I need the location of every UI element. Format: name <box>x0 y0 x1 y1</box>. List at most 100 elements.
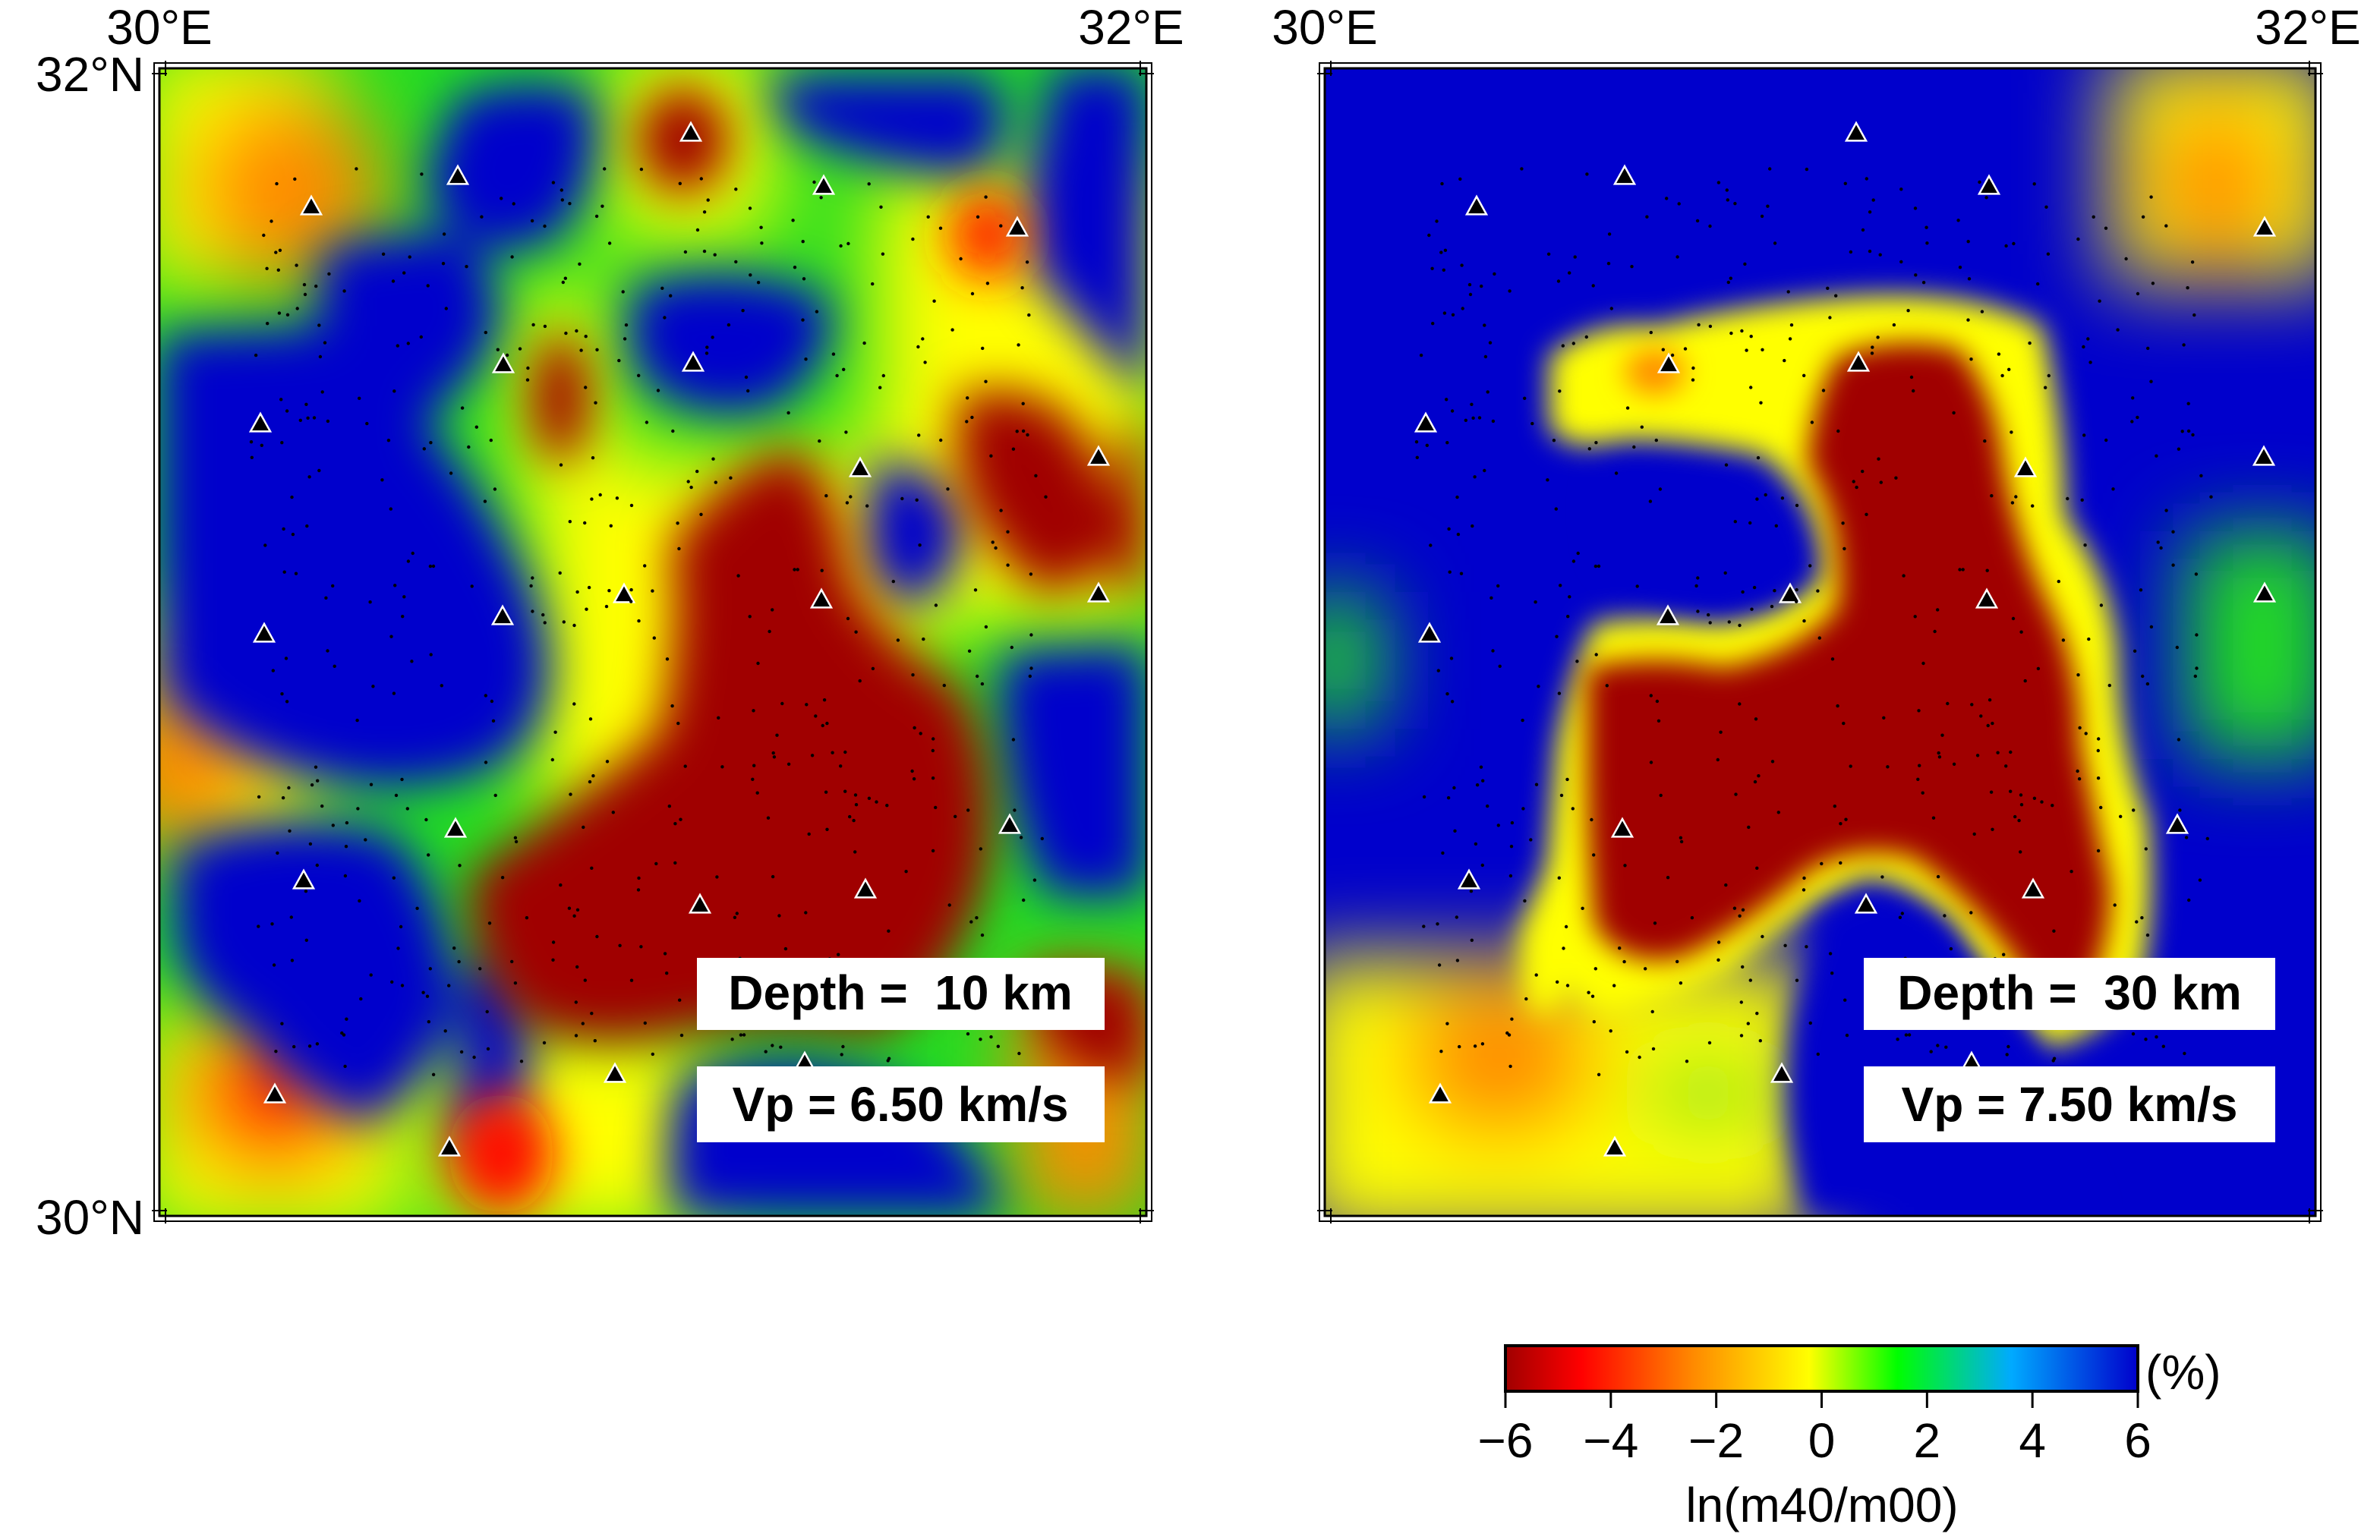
station-triangle <box>2165 813 2189 834</box>
event-dot <box>1868 249 1872 254</box>
station-triangle <box>1464 194 1489 216</box>
event-dot <box>551 940 556 944</box>
event-dot <box>1694 584 1698 588</box>
event-dot <box>294 572 298 575</box>
event-dot <box>651 589 654 593</box>
event-dot <box>561 280 565 285</box>
event-dot <box>572 702 576 706</box>
event-dot <box>1739 1000 1743 1004</box>
event-dot <box>2099 805 2103 810</box>
event-dot <box>365 421 369 426</box>
event-dot <box>783 946 788 951</box>
event-dot <box>484 694 487 698</box>
event-dot <box>295 307 299 310</box>
event-dot <box>285 313 290 317</box>
event-dot <box>392 876 396 880</box>
event-dot <box>472 1055 476 1060</box>
event-dot <box>1653 921 1657 925</box>
event-dot <box>812 180 816 184</box>
event-dot <box>284 657 288 660</box>
event-dot <box>848 814 852 819</box>
event-dot <box>427 853 430 857</box>
event-dot <box>2141 215 2145 219</box>
event-dot <box>1659 793 1663 798</box>
event-dot <box>345 820 349 825</box>
event-dot <box>575 908 580 912</box>
event-dot <box>689 485 693 490</box>
event-dot <box>2009 789 2013 793</box>
event-dot <box>1886 765 1890 769</box>
event-dot <box>607 589 611 593</box>
event-dot <box>984 379 988 383</box>
event-dot <box>766 816 771 820</box>
event-dot <box>810 754 815 757</box>
event-dot <box>1026 433 1029 437</box>
event-dot <box>1761 934 1764 939</box>
event-dot <box>1865 177 1868 181</box>
event-dot <box>1523 396 1527 400</box>
event-dot <box>591 774 595 778</box>
event-dot <box>442 232 446 236</box>
event-dot <box>2186 286 2189 290</box>
event-dot <box>713 253 717 257</box>
event-dot <box>1805 945 1808 949</box>
event-dot <box>1431 322 1435 326</box>
event-dot <box>1691 366 1695 370</box>
event-dot <box>980 682 985 686</box>
event-dot <box>714 480 717 484</box>
event-dot <box>764 1050 768 1053</box>
event-dot <box>389 507 392 511</box>
event-dot <box>1483 468 1486 473</box>
event-dot <box>564 331 568 335</box>
station-triangle <box>2252 445 2276 466</box>
event-dot <box>1020 286 1024 290</box>
event-dot <box>1843 181 1847 185</box>
event-dot <box>605 760 610 764</box>
event-dot <box>274 1050 278 1053</box>
event-dot <box>976 674 979 679</box>
event-dot <box>572 914 576 918</box>
event-dot <box>1015 430 1019 433</box>
event-dot <box>741 309 745 313</box>
event-dot <box>1925 241 1929 245</box>
event-dot <box>2010 430 2013 434</box>
event-dot <box>1584 335 1588 339</box>
event-dot <box>2149 379 2153 383</box>
event-dot <box>679 817 682 821</box>
event-dot <box>2096 849 2101 853</box>
event-dot <box>2171 563 2175 567</box>
event-dot <box>637 876 641 880</box>
event-dot <box>858 679 862 683</box>
event-dot <box>787 411 790 415</box>
event-dot <box>1936 874 1940 879</box>
station-triangle <box>299 194 323 216</box>
event-dot <box>965 420 969 424</box>
event-dot <box>853 850 857 854</box>
event-dot <box>1415 455 1420 459</box>
event-dot <box>1489 596 1493 600</box>
event-dot <box>2051 1059 2055 1063</box>
event-dot <box>660 286 664 290</box>
event-dot <box>1830 972 1834 975</box>
event-dot <box>496 348 500 351</box>
event-dot <box>559 463 563 467</box>
event-dot <box>317 468 321 473</box>
event-dot <box>846 241 850 246</box>
event-dot <box>1483 354 1488 359</box>
event-dot <box>759 225 763 229</box>
event-dot <box>686 480 690 483</box>
colorbar-tick-label: 6 <box>2124 1413 2151 1468</box>
event-dot <box>1028 674 1032 679</box>
event-dot <box>1571 559 1576 563</box>
event-dot <box>422 447 426 451</box>
event-dot <box>1013 808 1017 812</box>
event-dot <box>500 197 503 200</box>
event-dot <box>400 777 404 782</box>
event-dot <box>314 765 318 769</box>
event-dot <box>919 732 922 735</box>
event-dot <box>2155 454 2158 458</box>
event-dot <box>676 521 679 525</box>
event-dot <box>670 704 674 708</box>
event-dot <box>821 723 824 728</box>
event-dot <box>985 282 990 285</box>
